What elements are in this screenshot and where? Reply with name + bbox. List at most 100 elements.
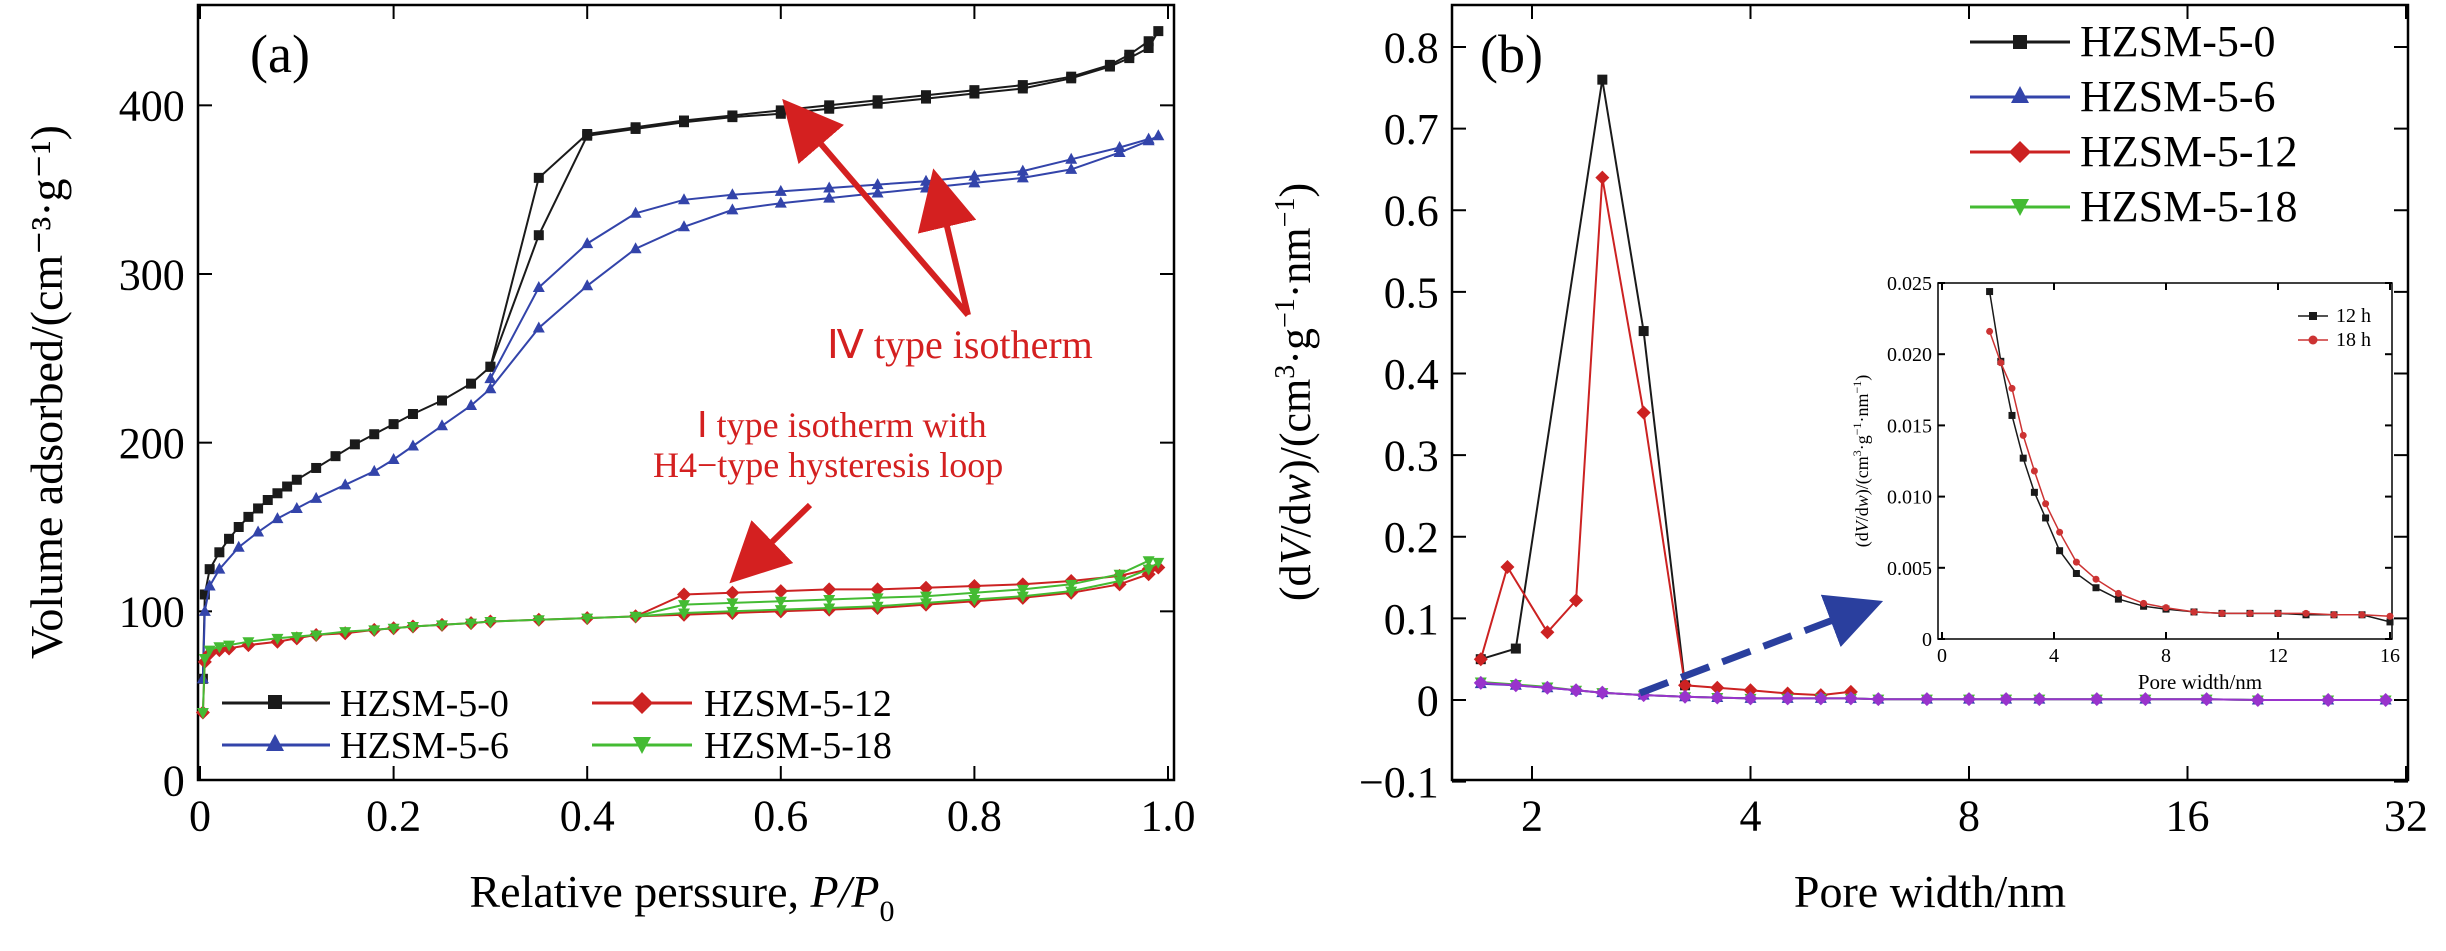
legend-b-item-hzsm-5-12: HZSM-5-12 (1970, 127, 2298, 176)
panel-b-series-2-point (1473, 652, 1488, 667)
panel-a-series-3-point (271, 633, 284, 645)
panel-b-series-4-point (1569, 683, 1584, 698)
panel-a-series-3-point (1152, 557, 1165, 569)
panel-a-series-0-point (407, 408, 418, 419)
panel-b-series-2-point (1569, 593, 1584, 608)
inset-series-1-point (2008, 384, 2016, 392)
panel-a-series-1-point (1016, 171, 1029, 183)
panel-a-series-0-point (224, 533, 235, 544)
panel-b-series-4-point (1678, 689, 1693, 704)
inset-legend-label-12h: 12 h (2336, 305, 2371, 327)
legend-b-label-hzsm-5-12: HZSM-5-12 (2080, 127, 2298, 176)
panel-a-series-0-point (369, 429, 380, 440)
panel-b-series-4-point (1508, 678, 1523, 693)
panel-a-series-0-point (872, 95, 883, 106)
inset-series-1-point (2030, 467, 2038, 475)
panel-b-series-4-point (1710, 690, 1725, 705)
legend-label-hzsm-5-12: HZSM-5-12 (704, 683, 892, 725)
inset-series-1-point (2274, 609, 2282, 617)
panel-a-series-2-point (870, 582, 885, 597)
panel-a-series-1-point (581, 237, 594, 249)
panel-a-series-1-point (678, 220, 690, 232)
panel-a-xlabel-italic: P/P (810, 866, 880, 917)
panel-a-series (195, 26, 1166, 720)
panel-b-ytick-label: 0.1 (1384, 595, 1439, 644)
panel-b-ylabel: (dV/dw)/(cm3·g−1·nm−1) (1270, 183, 1320, 601)
panel-b-series-4-point (1843, 691, 1858, 706)
panel-a-series-1-point (232, 540, 245, 552)
panel-a-xtick-label: 0.2 (366, 792, 421, 841)
panel-a-series-3-point (290, 632, 303, 644)
inset-series-1-point (1997, 359, 2005, 367)
panel-a-legend: HZSM-5-0 HZSM-5-6 HZSM-5-12 HZSM-5-18 (222, 683, 892, 767)
panel-a-series-0-point (969, 85, 980, 96)
panel-b-series-4-point (1595, 685, 1610, 700)
panel-a-ytick-label: 400 (119, 82, 185, 131)
panel-a-series-0-point (921, 90, 931, 101)
inset-series-1-point (2358, 611, 2366, 619)
panel-b-series-4-point (1962, 692, 1976, 707)
panel-b-ytick-label: 0.7 (1384, 105, 1439, 154)
panel-b-series-2-point (1710, 680, 1725, 695)
panel-a-series-3-point (213, 642, 226, 654)
inset-legend-label-18h: 18 h (2336, 329, 2371, 351)
panel-a-series-3-point (920, 598, 932, 610)
panel-a-series-3-point (823, 595, 836, 607)
panel-a-series-0-point (199, 589, 210, 600)
panel-a-xlabel: Relative perssure, P/P0 (469, 866, 894, 928)
inset-series (1986, 288, 2394, 626)
annotation-type-i-line2: H4−type hysteresis loop (653, 445, 1003, 485)
panel-a-series-0-point (630, 122, 641, 133)
panel-b-series-4-point (1540, 680, 1555, 695)
inset-xtick-label: 16 (2380, 645, 2400, 667)
legend-b-label-hzsm-5-6: HZSM-5-6 (2080, 72, 2276, 121)
panel-b-series-0-point (1510, 643, 1521, 654)
inset-series-0-point (2019, 454, 2027, 462)
panel-a-series-1-point (823, 181, 836, 193)
panel-a-series-3-point (532, 615, 545, 627)
panel-b-series-0-point (1638, 326, 1649, 337)
panel-a-series-3-point (1142, 564, 1155, 576)
panel-a-series-1-point (1152, 129, 1165, 141)
inset-xlabel: Pore width/nm (2138, 670, 2262, 694)
panel-b-series-4-point (1999, 692, 2014, 707)
legend-item-hzsm-5-12: HZSM-5-12 (592, 683, 892, 725)
panel-b-series-4-point (1919, 692, 1934, 707)
panel-a-series-1-point (213, 562, 226, 574)
panel-a-series-3-point (823, 603, 836, 615)
panel-a-series-3-point (726, 598, 739, 610)
panel-a-ytick-label: 300 (119, 250, 185, 299)
inset-pointer-arrow (1638, 594, 1884, 697)
panel-a-series-1-point (532, 321, 545, 333)
panel-a-series-3-point (203, 645, 216, 657)
panel-a-xtick-label: 0 (189, 792, 211, 841)
panel-a-series-1-point (774, 184, 787, 196)
inset-series-1-point (2140, 599, 2148, 607)
panel-a-ytick-label: 0 (163, 756, 185, 805)
panel-a-series-0-point (1143, 42, 1154, 53)
panel-a-series-3-point (436, 620, 448, 632)
panel-b-ytick-label: −0.1 (1359, 758, 1439, 807)
panel-a-series-2-point (773, 584, 788, 599)
panel-a-series-3-point (726, 606, 739, 618)
inset-series-1-point (1986, 327, 1994, 335)
legend-label-hzsm-5-0: HZSM-5-0 (340, 683, 509, 725)
inset-legend: 12 h 18 h (2298, 305, 2371, 351)
inset-ytick-label: 0.010 (1887, 487, 1932, 509)
legend-b-item-hzsm-5-0: HZSM-5-0 (1970, 17, 2276, 66)
panel-a-series-0-point (1153, 26, 1164, 37)
panel-a-series-1-point (484, 382, 497, 394)
panel-a-series-2-point (919, 580, 933, 595)
panel-b-series-4-point (2199, 692, 2214, 707)
arrow-type-i (729, 502, 813, 584)
inset-series-1-point (2386, 612, 2394, 620)
inset-series-0-point (2072, 569, 2080, 577)
panel-b-series-4-point (2321, 693, 2336, 707)
panel-a-series-1-point (726, 188, 739, 200)
panel-a-series-1-point (252, 525, 265, 537)
inset-series-1-point (2019, 431, 2027, 439)
inset-xtick-label: 12 (2268, 645, 2288, 667)
inset-series-0-point (2030, 488, 2038, 496)
panel-a-series-3-point (968, 588, 981, 600)
